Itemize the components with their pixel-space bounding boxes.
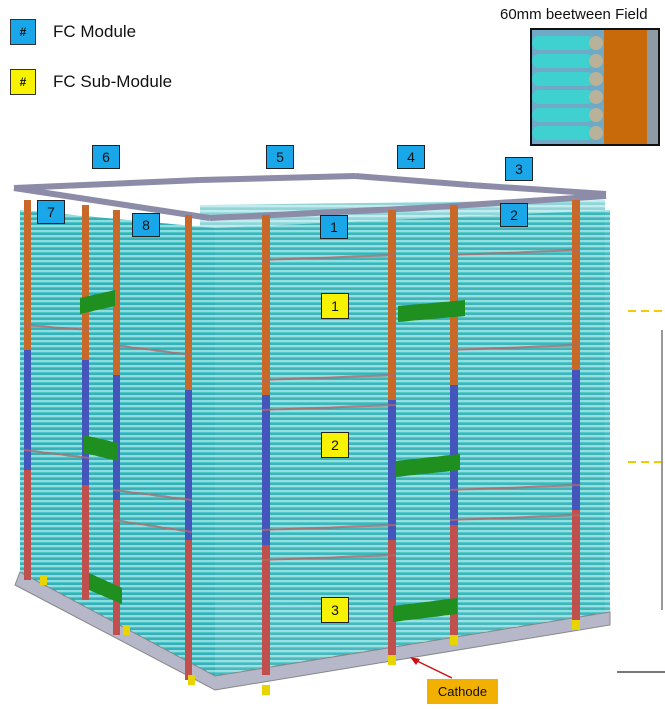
green-connectors bbox=[80, 290, 465, 622]
cathode-arrow bbox=[410, 657, 453, 679]
module-badge-1: 1 bbox=[320, 215, 348, 239]
right-guide-lines bbox=[617, 310, 665, 673]
horizontal-rails bbox=[23, 249, 581, 561]
inset-title: 60mm beetween Field bbox=[500, 6, 648, 23]
submodule-badge-3: 3 bbox=[321, 597, 349, 623]
module-legend-label: FC Module bbox=[53, 22, 137, 41]
cathode-label: Cathode bbox=[427, 679, 498, 704]
submodule-badge-1: 1 bbox=[321, 293, 349, 319]
vertical-beams bbox=[24, 200, 580, 680]
beam-feet bbox=[40, 575, 580, 695]
submodule-legend-label: FC Sub-Module bbox=[53, 72, 173, 91]
field-gap-inset bbox=[530, 28, 660, 146]
inset-illustration bbox=[532, 30, 658, 144]
legend-module: # FC Module bbox=[10, 19, 136, 45]
module-badge-3: 3 bbox=[505, 157, 533, 181]
module-badge-6: 6 bbox=[92, 145, 120, 169]
module-badge-8: 8 bbox=[132, 213, 160, 237]
module-badge-7: 7 bbox=[37, 200, 65, 224]
legend-submodule: # FC Sub-Module bbox=[10, 69, 172, 95]
front-panel bbox=[215, 210, 610, 690]
submodule-badge-2: 2 bbox=[321, 432, 349, 458]
module-badge-5: 5 bbox=[266, 145, 294, 169]
module-badge-2: 2 bbox=[500, 203, 528, 227]
submodule-swatch: # bbox=[10, 69, 36, 95]
module-swatch: # bbox=[10, 19, 36, 45]
base-frame bbox=[14, 571, 611, 691]
module-badge-4: 4 bbox=[397, 145, 425, 169]
